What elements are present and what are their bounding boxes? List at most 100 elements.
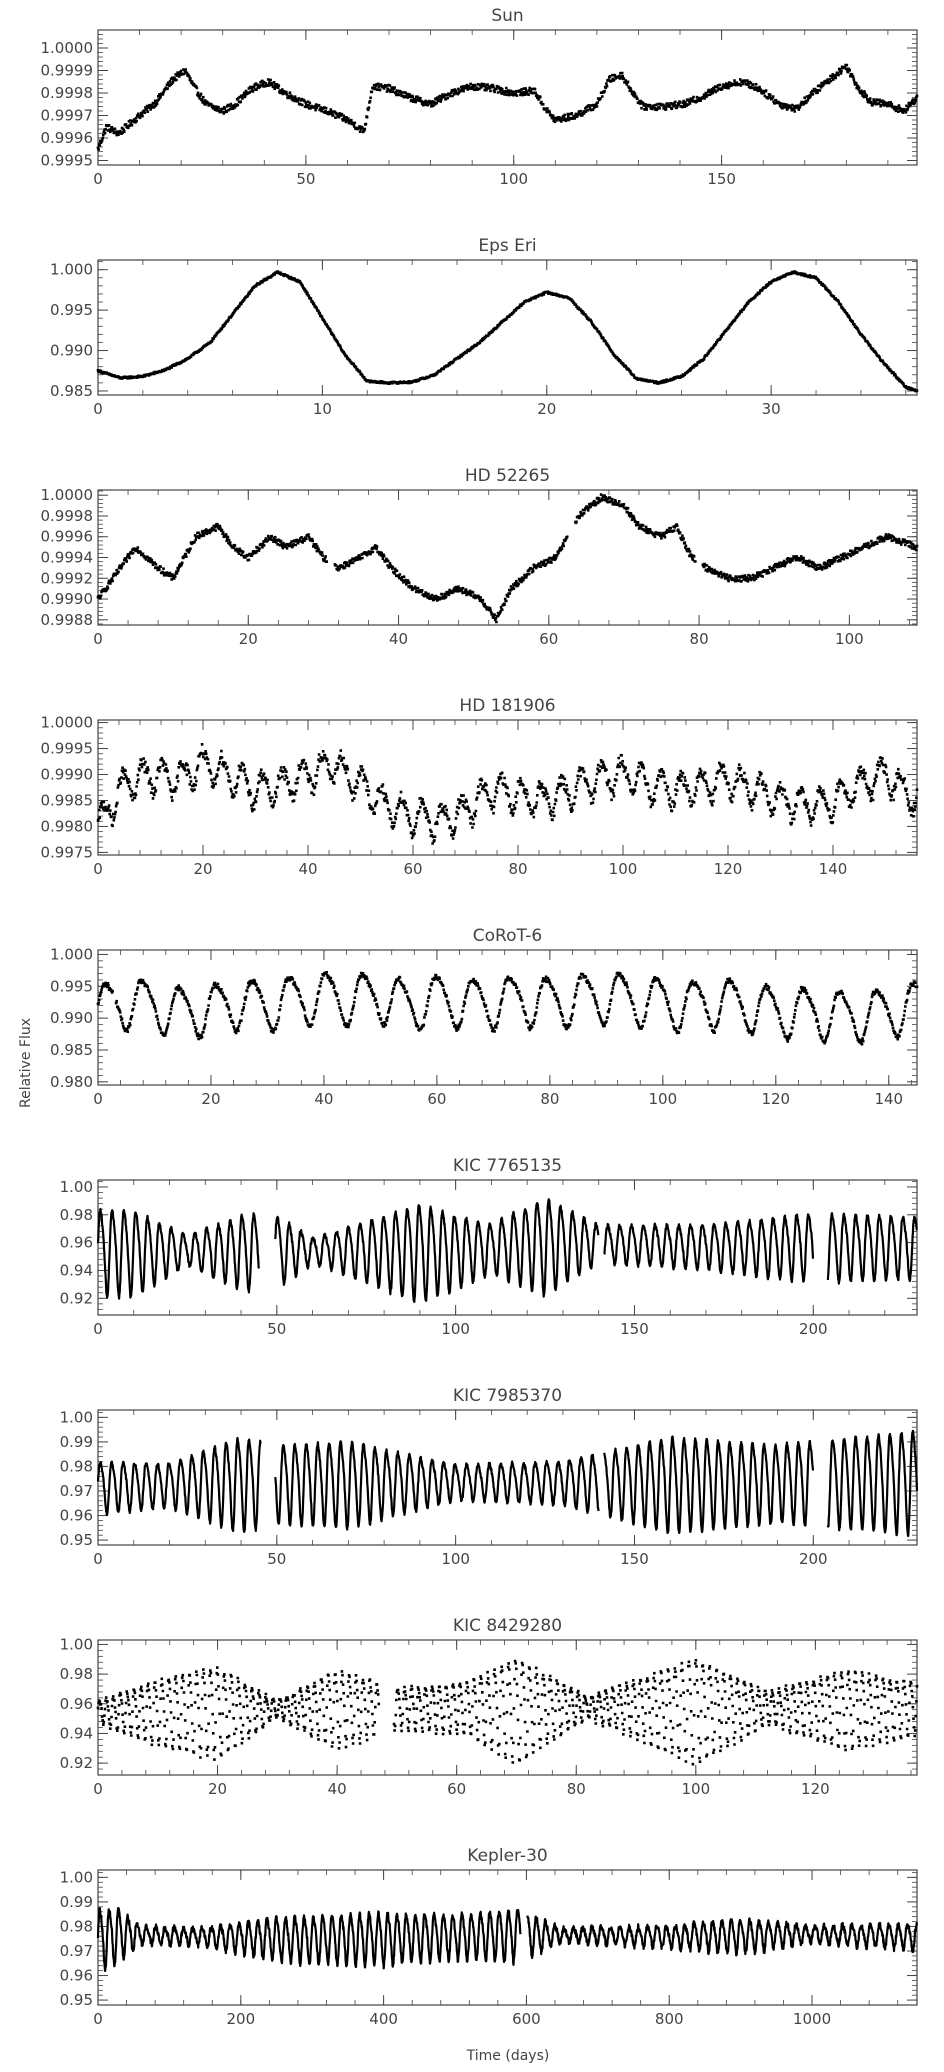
y-tick-label: 1.00 <box>60 1635 93 1653</box>
x-tick-label: 40 <box>328 1780 347 1798</box>
x-tick-label: 80 <box>540 1090 559 1108</box>
y-tick-label: 0.9996 <box>41 129 94 147</box>
y-tick-label: 0.9997 <box>41 107 94 125</box>
x-tick-label: 80 <box>690 630 709 648</box>
y-tick-label: 0.9980 <box>41 817 94 835</box>
x-tick-label: 1000 <box>793 2010 831 2028</box>
y-tick-label: 0.9975 <box>41 843 94 861</box>
x-tick-label: 10 <box>313 400 332 418</box>
x-tick-label: 0 <box>93 1550 103 1568</box>
y-tick-label: 0.995 <box>50 977 93 995</box>
plot-frame <box>97 259 918 396</box>
x-tick-label: 120 <box>801 1780 830 1798</box>
x-tick-label: 20 <box>208 1780 227 1798</box>
y-tick-label: 0.96 <box>60 1507 93 1525</box>
x-tick-label: 100 <box>681 1780 710 1798</box>
panel-1: Eps Eri 0 10 20 30 0.985 0.990 0.995 1.000 <box>50 236 919 418</box>
y-tick-label: 1.0000 <box>41 486 94 504</box>
plot-frame <box>97 1179 918 1316</box>
plot-frame <box>97 719 918 856</box>
y-tick-label: 0.94 <box>60 1261 93 1279</box>
panel-2: HD 52265 0 20 40 60 80 100 0.9988 0.9990 0.9992 0.… <box>41 466 919 648</box>
y-tick-label: 0.98 <box>60 1206 93 1224</box>
y-tick-label: 0.99 <box>60 1433 93 1451</box>
x-tick-label: 30 <box>762 400 781 418</box>
panel-title: KIC 8429280 <box>453 1616 562 1636</box>
x-tick-label: 0 <box>93 860 103 878</box>
x-tick-label: 50 <box>296 170 315 188</box>
x-tick-label: 200 <box>226 2010 255 2028</box>
panel-4: CoRoT-6 0 20 40 60 80 100 120 140 0.980 0.985 0.990… <box>50 926 919 1108</box>
y-tick-label: 0.9985 <box>41 791 94 809</box>
series-points <box>96 743 919 845</box>
y-tick-label: 0.980 <box>50 1073 93 1091</box>
y-tick-label: 0.9999 <box>41 62 94 80</box>
panel-title: HD 52265 <box>465 466 550 486</box>
panel-title: CoRoT-6 <box>473 926 543 946</box>
y-tick-label: 1.00 <box>60 1178 93 1196</box>
y-tick-label: 0.96 <box>60 1967 93 1985</box>
x-tick-label: 80 <box>508 860 527 878</box>
series-line <box>96 1198 918 1303</box>
plot-frame <box>97 29 918 166</box>
series-points <box>96 270 919 393</box>
y-tick-label: 0.995 <box>50 301 93 319</box>
x-tick-label: 100 <box>835 630 864 648</box>
x-tick-label: 200 <box>799 1550 828 1568</box>
series-points <box>96 971 919 1046</box>
x-tick-label: 150 <box>707 170 736 188</box>
x-tick-label: 0 <box>93 400 103 418</box>
series-line <box>96 1906 919 1972</box>
x-tick-label: 40 <box>298 860 317 878</box>
x-tick-label: 0 <box>93 2010 103 2028</box>
panel-title: Kepler-30 <box>467 1846 547 1866</box>
x-tick-label: 150 <box>620 1320 649 1338</box>
x-tick-label: 20 <box>201 1090 220 1108</box>
series-line <box>96 1429 919 1538</box>
panel-title: KIC 7765135 <box>453 1156 562 1176</box>
y-tick-label: 0.94 <box>60 1724 93 1742</box>
y-tick-label: 0.92 <box>60 1754 93 1772</box>
x-tick-label: 40 <box>314 1090 333 1108</box>
y-tick-label: 0.9988 <box>41 611 94 629</box>
panel-3: HD 181906 0 20 40 60 80 100 120 140 0.9975 0.9980 0… <box>41 696 919 878</box>
panel-8: Kepler-30 0 200 400 600 800 1000 0.95 0.96 0.97 0.… <box>60 1846 919 2028</box>
x-tick-label: 20 <box>193 860 212 878</box>
x-tick-label: 800 <box>655 2010 684 2028</box>
panel-title: Eps Eri <box>478 236 536 256</box>
x-tick-label: 60 <box>539 630 558 648</box>
y-tick-label: 1.00 <box>60 1868 93 1886</box>
y-tick-label: 0.9994 <box>41 549 94 567</box>
y-tick-label: 0.98 <box>60 1917 93 1935</box>
x-tick-label: 120 <box>714 860 743 878</box>
x-tick-label: 150 <box>620 1550 649 1568</box>
x-axis-label: Time (days) <box>466 2048 550 2064</box>
x-tick-label: 100 <box>649 1090 678 1108</box>
x-tick-label: 20 <box>537 400 556 418</box>
x-tick-label: 50 <box>267 1550 286 1568</box>
panel-title: KIC 7985370 <box>453 1386 562 1406</box>
x-tick-label: 200 <box>799 1320 828 1338</box>
y-tick-label: 0.96 <box>60 1234 93 1252</box>
x-tick-label: 20 <box>239 630 258 648</box>
x-tick-label: 140 <box>874 1090 903 1108</box>
x-tick-label: 60 <box>403 860 422 878</box>
x-tick-label: 60 <box>427 1090 446 1108</box>
y-tick-label: 0.9992 <box>41 569 94 587</box>
x-tick-label: 100 <box>609 860 638 878</box>
y-tick-label: 0.990 <box>50 1009 93 1027</box>
y-axis-label: Relative Flux <box>18 1018 34 1108</box>
y-tick-label: 1.000 <box>50 945 93 963</box>
x-tick-label: 0 <box>93 1090 103 1108</box>
x-tick-label: 40 <box>389 630 408 648</box>
y-tick-label: 0.9998 <box>41 84 94 102</box>
y-tick-label: 0.95 <box>60 1531 93 1549</box>
x-tick-label: 100 <box>441 1550 470 1568</box>
y-tick-label: 0.96 <box>60 1695 93 1713</box>
x-tick-label: 80 <box>567 1780 586 1798</box>
y-tick-label: 0.990 <box>50 342 93 360</box>
y-tick-label: 1.000 <box>50 261 93 279</box>
y-tick-label: 0.985 <box>50 382 93 400</box>
panel-5: KIC 7765135 0 50 100 150 200 0.92 0.94 0.96 0.98 1… <box>60 1156 918 1338</box>
